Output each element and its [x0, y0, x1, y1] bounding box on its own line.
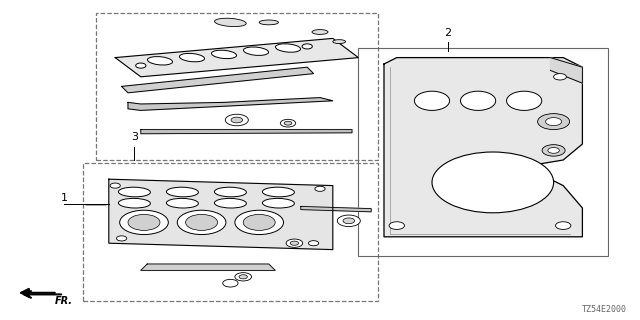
Ellipse shape — [147, 57, 173, 65]
Circle shape — [343, 218, 355, 224]
Circle shape — [116, 236, 127, 241]
Circle shape — [223, 279, 238, 287]
Circle shape — [280, 119, 296, 127]
Circle shape — [110, 183, 120, 188]
Ellipse shape — [214, 187, 246, 197]
Ellipse shape — [275, 44, 301, 52]
Polygon shape — [550, 58, 582, 83]
Circle shape — [284, 121, 292, 125]
Circle shape — [177, 210, 226, 235]
Ellipse shape — [166, 198, 198, 208]
Circle shape — [291, 241, 299, 245]
Ellipse shape — [507, 91, 542, 110]
Polygon shape — [115, 38, 358, 77]
Circle shape — [548, 148, 559, 153]
Text: 2: 2 — [444, 28, 452, 38]
Circle shape — [231, 117, 243, 123]
Circle shape — [337, 215, 360, 227]
Circle shape — [302, 44, 312, 49]
Circle shape — [389, 222, 404, 229]
Polygon shape — [128, 98, 333, 110]
Circle shape — [235, 273, 252, 281]
Ellipse shape — [259, 20, 278, 25]
Text: 1: 1 — [61, 193, 67, 203]
Ellipse shape — [262, 187, 294, 197]
Ellipse shape — [243, 47, 269, 55]
Bar — [358, 48, 608, 256]
Text: TZ54E2000: TZ54E2000 — [582, 305, 627, 314]
Polygon shape — [109, 179, 333, 250]
Polygon shape — [122, 67, 314, 93]
Ellipse shape — [333, 40, 346, 44]
Ellipse shape — [179, 53, 205, 62]
Bar — [83, 163, 378, 301]
Circle shape — [120, 210, 168, 235]
Circle shape — [186, 214, 218, 230]
Circle shape — [239, 275, 248, 279]
Circle shape — [243, 214, 275, 230]
Ellipse shape — [312, 30, 328, 35]
Circle shape — [308, 241, 319, 246]
Text: FR.: FR. — [54, 296, 72, 306]
Ellipse shape — [214, 18, 246, 27]
Circle shape — [136, 63, 146, 68]
Ellipse shape — [166, 187, 198, 197]
Ellipse shape — [415, 91, 450, 110]
Circle shape — [225, 114, 248, 126]
Polygon shape — [141, 130, 352, 134]
Circle shape — [545, 118, 562, 126]
Circle shape — [542, 145, 565, 156]
Circle shape — [315, 186, 325, 191]
Polygon shape — [384, 58, 582, 237]
Circle shape — [286, 239, 303, 247]
Circle shape — [432, 152, 554, 213]
Ellipse shape — [214, 198, 246, 208]
Polygon shape — [141, 264, 275, 270]
Ellipse shape — [211, 50, 237, 59]
Circle shape — [554, 74, 566, 80]
Circle shape — [538, 114, 570, 130]
Circle shape — [235, 210, 284, 235]
Polygon shape — [301, 206, 371, 212]
Circle shape — [128, 214, 160, 230]
Ellipse shape — [262, 198, 294, 208]
Ellipse shape — [118, 187, 150, 197]
Ellipse shape — [461, 91, 496, 110]
Bar — [96, 13, 378, 160]
Text: 3: 3 — [131, 132, 138, 142]
Circle shape — [556, 222, 571, 229]
Ellipse shape — [118, 198, 150, 208]
